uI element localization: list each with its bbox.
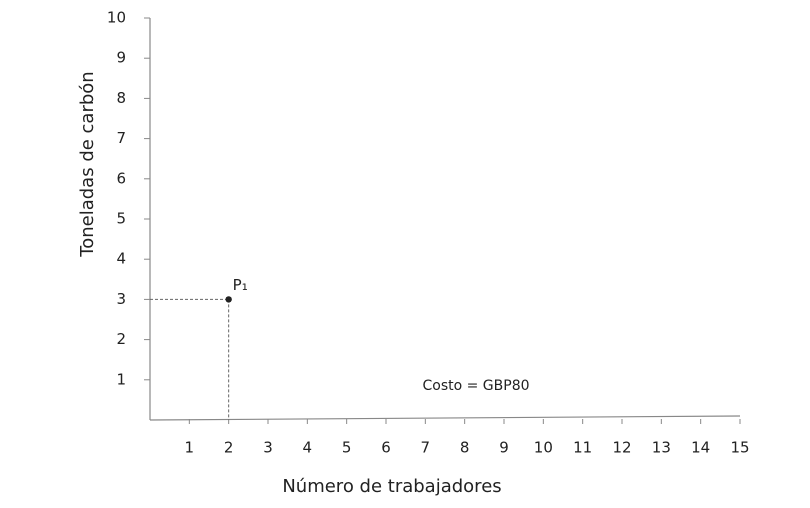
x-tick-label: 2 [224, 439, 234, 457]
y-tick-label: 2 [116, 330, 126, 348]
x-tick-label: 13 [652, 439, 671, 457]
y-tick-label: 8 [116, 89, 126, 107]
x-tick-label: 9 [499, 439, 509, 457]
x-tick-label: 14 [691, 439, 710, 457]
x-tick-label: 12 [612, 439, 631, 457]
x-tick-label: 10 [534, 439, 553, 457]
y-tick-label: 5 [116, 210, 126, 228]
x-axis-title: Número de trabajadores [282, 476, 501, 497]
x-tick-label: 11 [573, 439, 592, 457]
x-tick-label: 8 [460, 439, 470, 457]
y-tick-label: 3 [116, 290, 126, 308]
y-tick-label: 10 [107, 9, 126, 27]
y-tick-label: 9 [116, 49, 126, 67]
y-axis-title: Toneladas de carbón [77, 71, 98, 257]
point [225, 296, 232, 303]
x-tick-label: 6 [381, 439, 391, 457]
x-tick-label: 7 [421, 439, 431, 457]
x-tick-label: 15 [730, 439, 749, 457]
point-label: P₁ [233, 276, 248, 294]
y-tick-label: 6 [116, 169, 126, 187]
x-tick-label: 5 [342, 439, 352, 457]
y-tick-label: 1 [116, 370, 126, 388]
x-tick-label: 4 [303, 439, 313, 457]
x-tick-label: 1 [185, 439, 195, 457]
x-axis [149, 415, 741, 421]
annotation: Costo = GBP80 [422, 378, 529, 394]
x-tick-label: 3 [263, 439, 273, 457]
y-tick-label: 7 [116, 129, 126, 147]
y-tick-label: 4 [116, 250, 126, 268]
